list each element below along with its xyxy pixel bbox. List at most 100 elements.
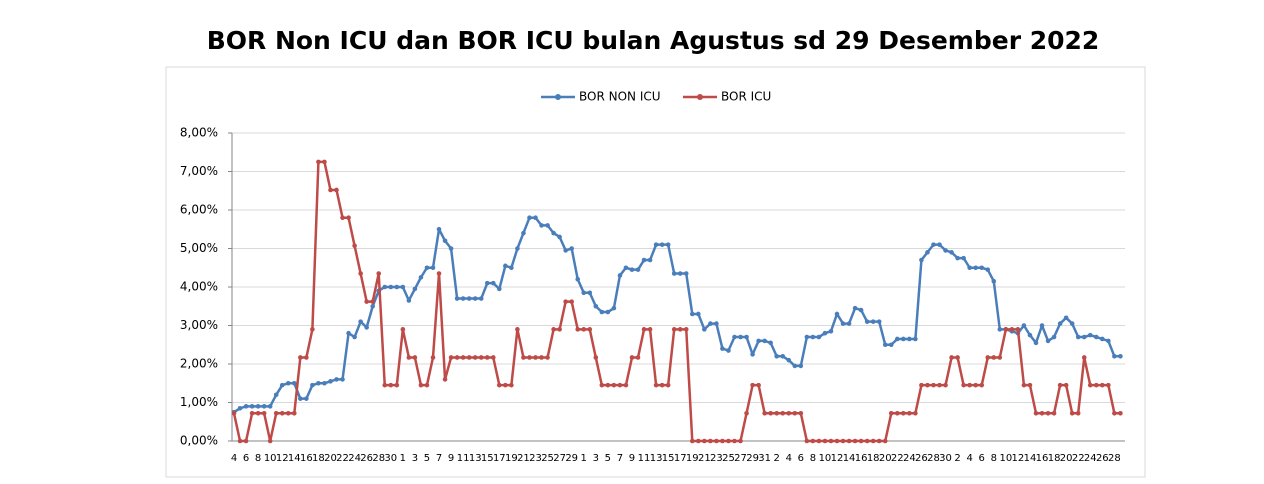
point-marker: [575, 327, 581, 332]
y-tick-label: 1,00%: [180, 395, 218, 409]
point-marker: [768, 340, 773, 346]
point-marker: [888, 342, 894, 348]
point-marker: [521, 230, 526, 236]
point-marker: [563, 248, 568, 253]
x-tick-label: 9: [629, 453, 635, 464]
point-marker: [967, 265, 972, 271]
point-marker: [400, 284, 406, 290]
point-marker: [255, 410, 261, 416]
point-marker: [605, 309, 611, 315]
x-tick-label: 10: [999, 453, 1012, 464]
point-marker: [279, 410, 285, 416]
point-marker: [1118, 354, 1123, 359]
x-tick-label: 27: [553, 453, 566, 464]
point-marker: [382, 284, 388, 290]
point-marker: [1112, 354, 1117, 359]
point-marker: [738, 334, 743, 340]
y-tick-label: 5,00%: [180, 241, 218, 255]
x-tick-label: 6: [979, 453, 985, 464]
point-marker: [322, 159, 327, 165]
point-marker: [943, 248, 948, 253]
point-marker: [533, 355, 538, 360]
point-marker: [653, 382, 659, 388]
point-marker: [659, 382, 665, 388]
point-marker: [1033, 410, 1039, 416]
x-tick-label: 12: [1012, 453, 1025, 464]
point-marker: [448, 246, 454, 251]
point-marker: [720, 346, 725, 351]
point-marker: [1075, 334, 1081, 340]
point-marker: [714, 321, 719, 326]
point-marker: [527, 355, 532, 360]
point-marker: [798, 410, 804, 416]
point-marker: [925, 382, 930, 388]
point-marker: [545, 223, 550, 228]
point-marker: [521, 355, 526, 360]
point-marker: [967, 382, 972, 388]
point-marker: [533, 215, 538, 220]
point-marker: [665, 382, 671, 388]
point-marker: [786, 357, 792, 363]
y-tick-label: 6,00%: [180, 203, 218, 217]
point-marker: [810, 334, 816, 340]
point-marker: [629, 267, 635, 272]
point-marker: [852, 438, 858, 444]
x-tick-label: 15: [481, 453, 494, 464]
x-tick-label: 24: [903, 453, 916, 464]
point-marker: [804, 334, 810, 340]
x-tick-label: 29: [565, 453, 578, 464]
x-tick-label: 13: [650, 453, 663, 464]
point-marker: [895, 410, 900, 416]
x-tick-label: 4: [786, 453, 792, 464]
point-marker: [1039, 410, 1045, 416]
point-marker: [412, 355, 418, 360]
x-tick-label: 20: [879, 453, 892, 464]
point-marker: [328, 379, 333, 384]
point-marker: [346, 215, 351, 220]
point-marker: [901, 410, 906, 416]
point-marker: [846, 321, 852, 326]
x-tick-label: 5: [424, 453, 430, 464]
point-marker: [490, 355, 496, 360]
point-marker: [231, 410, 237, 416]
point-marker: [328, 187, 333, 193]
x-tick-label: 29: [746, 453, 759, 464]
point-marker: [635, 355, 641, 360]
point-marker: [985, 267, 991, 272]
point-marker: [834, 438, 840, 444]
point-marker: [261, 410, 267, 416]
point-marker: [472, 355, 478, 360]
point-marker: [1021, 323, 1027, 328]
point-marker: [599, 382, 605, 388]
point-marker: [1015, 327, 1021, 332]
point-marker: [466, 355, 472, 360]
point-marker: [292, 410, 297, 416]
point-marker: [352, 334, 357, 340]
point-marker: [991, 355, 997, 360]
point-marker: [888, 410, 894, 416]
point-marker: [870, 319, 876, 324]
point-marker: [484, 280, 490, 286]
point-marker: [798, 363, 804, 369]
point-marker: [955, 255, 960, 261]
point-marker: [273, 410, 279, 416]
y-tick-label: 4,00%: [180, 280, 218, 294]
point-marker: [503, 263, 508, 269]
x-tick-label: 8: [991, 453, 997, 464]
y-tick-label: 8,00%: [180, 126, 218, 140]
point-marker: [714, 438, 719, 444]
point-marker: [919, 257, 924, 263]
point-marker: [611, 305, 617, 311]
point-marker: [364, 325, 369, 330]
x-tick-label: 8: [810, 453, 816, 464]
x-tick-label: 22: [336, 453, 349, 464]
point-marker: [895, 336, 900, 342]
point-marker: [490, 280, 496, 286]
point-marker: [744, 334, 749, 340]
point-marker: [671, 271, 677, 276]
x-tick-label: 3: [412, 453, 418, 464]
point-marker: [267, 404, 273, 409]
point-marker: [689, 311, 695, 317]
point-marker: [647, 327, 653, 332]
x-tick-label: 22: [1072, 453, 1085, 464]
